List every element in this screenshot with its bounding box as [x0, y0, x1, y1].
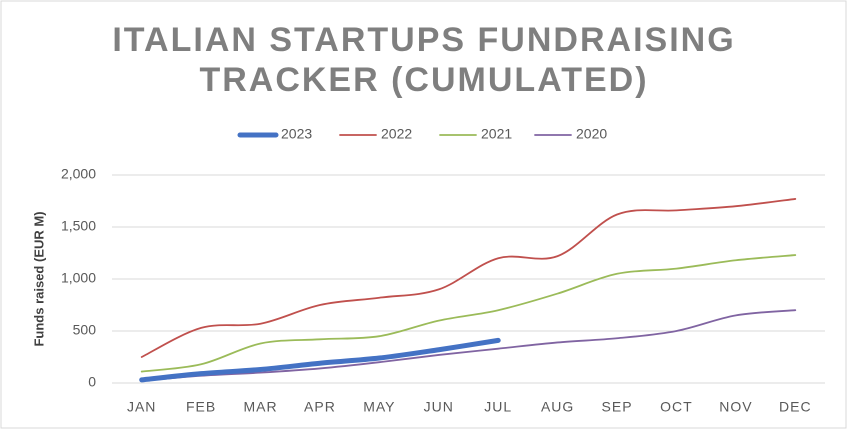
- x-tick-label: MAY: [363, 399, 395, 415]
- x-tick-label: SEP: [602, 399, 633, 415]
- x-tick-label: JUL: [484, 399, 512, 415]
- x-tick-label: MAR: [243, 399, 277, 415]
- chart-title: TRACKER (CUMULATED): [199, 61, 648, 99]
- legend-label: 2020: [576, 126, 607, 142]
- y-tick-label: 1,500: [61, 218, 96, 234]
- x-tick-label: FEB: [186, 399, 216, 415]
- series-line: [140, 198, 797, 358]
- x-tick-label: JUN: [424, 399, 454, 415]
- series-line: [139, 337, 501, 383]
- x-tick-label: DEC: [779, 399, 812, 415]
- legend-label: 2022: [381, 126, 412, 142]
- y-tick-label: 2,000: [61, 166, 96, 182]
- y-axis-label: Funds raised (EUR M): [31, 211, 46, 346]
- legend-label: 2021: [481, 126, 512, 142]
- y-tick-label: 1,000: [61, 270, 96, 286]
- y-tick-label: 500: [73, 322, 97, 338]
- x-tick-label: NOV: [719, 399, 752, 415]
- x-tick-label: APR: [304, 399, 336, 415]
- x-tick-label: OCT: [660, 399, 693, 415]
- x-tick-label: JAN: [127, 399, 156, 415]
- legend-label: 2023: [281, 126, 312, 142]
- series-line: [140, 254, 797, 373]
- chart-title: ITALIAN STARTUPS FUNDRAISING: [112, 21, 735, 59]
- series-line: [140, 309, 797, 382]
- y-tick-label: 0: [88, 374, 96, 390]
- x-tick-label: AUG: [541, 399, 574, 415]
